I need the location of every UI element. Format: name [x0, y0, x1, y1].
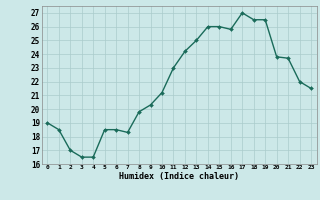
X-axis label: Humidex (Indice chaleur): Humidex (Indice chaleur) [119, 172, 239, 181]
